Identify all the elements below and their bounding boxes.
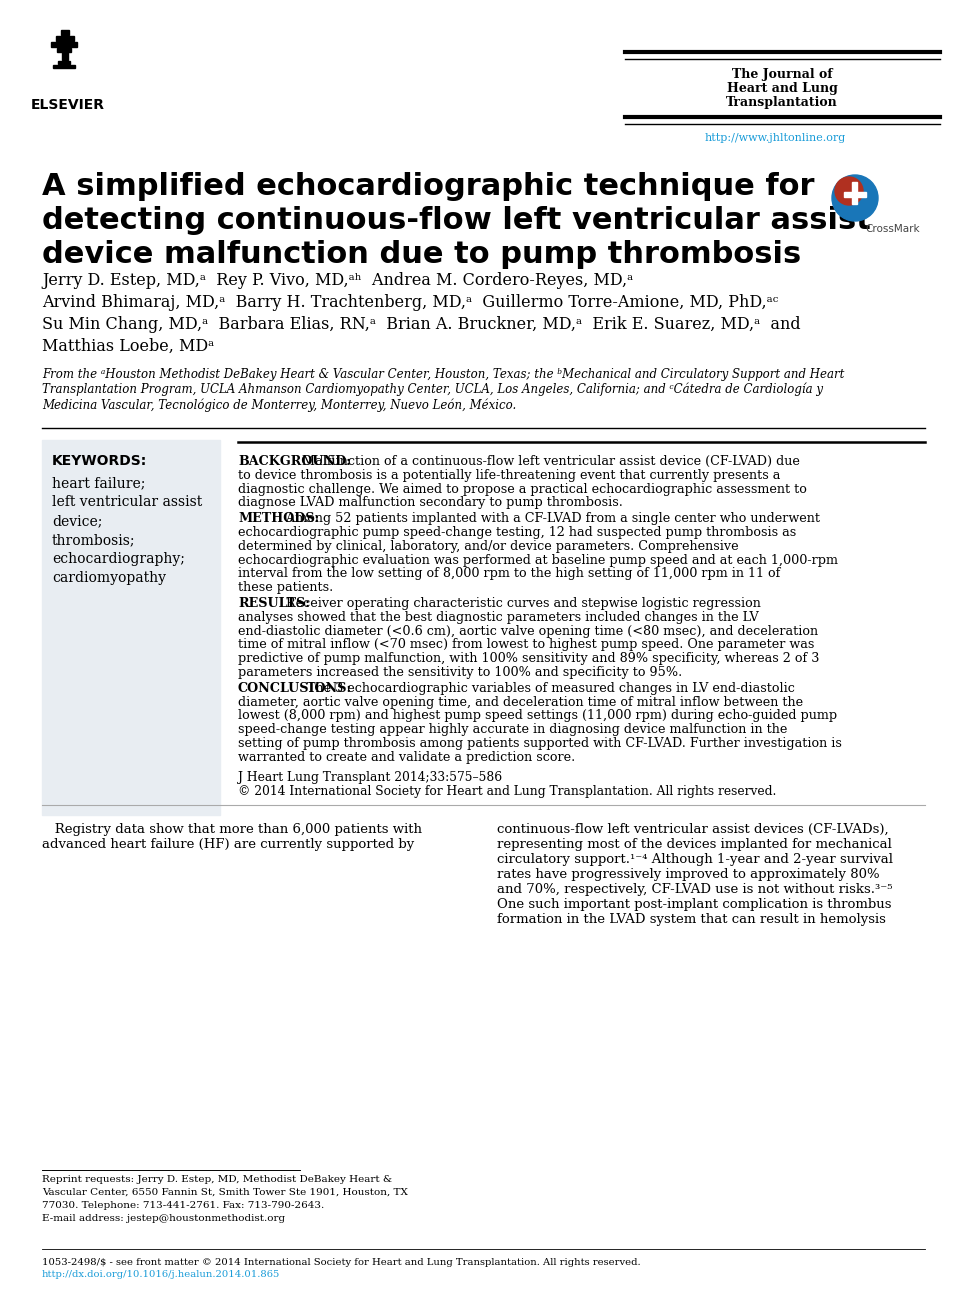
Text: heart failure;: heart failure; xyxy=(52,475,145,490)
Bar xyxy=(852,182,857,204)
Text: Vascular Center, 6550 Fannin St, Smith Tower Ste 1901, Houston, TX: Vascular Center, 6550 Fannin St, Smith T… xyxy=(42,1188,408,1198)
Text: Heart and Lung: Heart and Lung xyxy=(726,82,837,95)
Text: 77030. Telephone: 713-441-2761. Fax: 713-790-2643.: 77030. Telephone: 713-441-2761. Fax: 713… xyxy=(42,1202,324,1209)
Text: ELSEVIER: ELSEVIER xyxy=(31,98,105,112)
Text: CONCLUSIONS:: CONCLUSIONS: xyxy=(238,682,352,695)
Text: Matthias Loebe, MDᵃ: Matthias Loebe, MDᵃ xyxy=(42,338,215,355)
Text: Malfunction of a continuous-flow left ventricular assist device (CF-LVAD) due: Malfunction of a continuous-flow left ve… xyxy=(294,454,800,468)
Text: cardiomyopathy: cardiomyopathy xyxy=(52,571,166,585)
Text: Medicina Vascular, Tecnológico de Monterrey, Monterrey, Nuevo León, México.: Medicina Vascular, Tecnológico de Monter… xyxy=(42,398,516,411)
Text: lowest (8,000 rpm) and highest pump speed settings (11,000 rpm) during echo-guid: lowest (8,000 rpm) and highest pump spee… xyxy=(238,709,837,722)
Bar xyxy=(62,52,68,60)
Text: http://www.jhltonline.org: http://www.jhltonline.org xyxy=(704,133,845,142)
Text: 1053-2498/$ - see front matter © 2014 International Society for Heart and Lung T: 1053-2498/$ - see front matter © 2014 In… xyxy=(42,1258,640,1267)
Text: The 3 echocardiographic variables of measured changes in LV end-diastolic: The 3 echocardiographic variables of mea… xyxy=(299,682,795,695)
Text: warranted to create and validate a prediction score.: warranted to create and validate a predi… xyxy=(238,751,575,764)
Text: diagnostic challenge. We aimed to propose a practical echocardiographic assessme: diagnostic challenge. We aimed to propos… xyxy=(238,483,806,495)
Text: parameters increased the sensitivity to 100% and specificity to 95%.: parameters increased the sensitivity to … xyxy=(238,666,683,679)
Text: determined by clinical, laboratory, and/or device parameters. Comprehensive: determined by clinical, laboratory, and/… xyxy=(238,539,739,552)
Text: thrombosis;: thrombosis; xyxy=(52,533,135,547)
Bar xyxy=(51,42,77,47)
Text: predictive of pump malfunction, with 100% sensitivity and 89% specificity, where: predictive of pump malfunction, with 100… xyxy=(238,652,819,665)
Text: Receiver operating characteristic curves and stepwise logistic regression: Receiver operating characteristic curves… xyxy=(278,597,761,610)
Circle shape xyxy=(835,178,863,205)
Text: advanced heart failure (HF) are currently supported by: advanced heart failure (HF) are currentl… xyxy=(42,837,414,850)
Text: analyses showed that the best diagnostic parameters included changes in the LV: analyses showed that the best diagnostic… xyxy=(238,611,759,624)
Text: E-mail address: jestep@houstonmethodist.org: E-mail address: jestep@houstonmethodist.… xyxy=(42,1215,285,1222)
Text: interval from the low setting of 8,000 rpm to the high setting of 11,000 rpm in : interval from the low setting of 8,000 r… xyxy=(238,567,780,580)
Bar xyxy=(53,65,75,68)
Text: Arvind Bhimaraj, MD,ᵃ  Barry H. Trachtenberg, MD,ᵃ  Guillermo Torre-Amione, MD, : Arvind Bhimaraj, MD,ᵃ Barry H. Trachtenb… xyxy=(42,294,778,311)
Text: echocardiographic evaluation was performed at baseline pump speed and at each 1,: echocardiographic evaluation was perform… xyxy=(238,554,838,567)
Text: left ventricular assist: left ventricular assist xyxy=(52,495,202,509)
Text: J Heart Lung Transplant 2014;33:575–586: J Heart Lung Transplant 2014;33:575–586 xyxy=(238,771,502,784)
Text: © 2014 International Society for Heart and Lung Transplantation. All rights rese: © 2014 International Society for Heart a… xyxy=(238,785,777,798)
Text: Reprint requests: Jerry D. Estep, MD, Methodist DeBakey Heart &: Reprint requests: Jerry D. Estep, MD, Me… xyxy=(42,1175,393,1185)
Text: Transplantation: Transplantation xyxy=(726,97,837,108)
Text: continuous-flow left ventricular assist devices (CF-LVADs),: continuous-flow left ventricular assist … xyxy=(497,823,889,836)
Bar xyxy=(42,440,220,815)
Text: Su Min Chang, MD,ᵃ  Barbara Elias, RN,ᵃ  Brian A. Bruckner, MD,ᵃ  Erik E. Suarez: Su Min Chang, MD,ᵃ Barbara Elias, RN,ᵃ B… xyxy=(42,316,801,333)
Text: CrossMark: CrossMark xyxy=(865,225,920,234)
Text: circulatory support.¹⁻⁴ Although 1-year and 2-year survival: circulatory support.¹⁻⁴ Although 1-year … xyxy=(497,853,893,866)
Text: and 70%, respectively, CF-LVAD use is not without risks.³⁻⁵: and 70%, respectively, CF-LVAD use is no… xyxy=(497,883,893,896)
Text: time of mitral inflow (<70 msec) from lowest to highest pump speed. One paramete: time of mitral inflow (<70 msec) from lo… xyxy=(238,639,814,652)
Text: METHODS:: METHODS: xyxy=(238,512,319,525)
Text: rates have progressively improved to approximately 80%: rates have progressively improved to app… xyxy=(497,867,880,880)
Text: One such important post-implant complication is thrombus: One such important post-implant complica… xyxy=(497,897,892,910)
Text: setting of pump thrombosis among patients supported with CF-LVAD. Further invest: setting of pump thrombosis among patient… xyxy=(238,737,842,750)
Text: From the ᵃHouston Methodist DeBakey Heart & Vascular Center, Houston, Texas; the: From the ᵃHouston Methodist DeBakey Hear… xyxy=(42,368,844,381)
Text: Jerry D. Estep, MD,ᵃ  Rey P. Vivo, MD,ᵃʰ  Andrea M. Cordero-Reyes, MD,ᵃ: Jerry D. Estep, MD,ᵃ Rey P. Vivo, MD,ᵃʰ … xyxy=(42,272,633,289)
Text: device;: device; xyxy=(52,515,103,528)
Text: http://dx.doi.org/10.1016/j.healun.2014.01.865: http://dx.doi.org/10.1016/j.healun.2014.… xyxy=(42,1269,280,1279)
Bar xyxy=(61,30,69,35)
Text: A simplified echocardiographic technique for: A simplified echocardiographic technique… xyxy=(42,172,814,201)
Text: RESULTS:: RESULTS: xyxy=(238,597,309,610)
Text: Transplantation Program, UCLA Ahmanson Cardiomyopathy Center, UCLA, Los Angeles,: Transplantation Program, UCLA Ahmanson C… xyxy=(42,383,823,397)
Text: end-diastolic diameter (<0.6 cm), aortic valve opening time (<80 msec), and dece: end-diastolic diameter (<0.6 cm), aortic… xyxy=(238,624,818,637)
Text: to device thrombosis is a potentially life-threatening event that currently pres: to device thrombosis is a potentially li… xyxy=(238,469,780,482)
Text: speed-change testing appear highly accurate in diagnosing device malfunction in : speed-change testing appear highly accur… xyxy=(238,724,787,737)
Bar xyxy=(844,192,866,197)
Bar xyxy=(57,48,71,52)
Circle shape xyxy=(832,175,878,221)
Text: these patients.: these patients. xyxy=(238,581,334,594)
Text: BACKGROUND:: BACKGROUND: xyxy=(238,454,351,468)
Text: diameter, aortic valve opening time, and deceleration time of mitral inflow betw: diameter, aortic valve opening time, and… xyxy=(238,696,804,709)
Text: detecting continuous-flow left ventricular assist: detecting continuous-flow left ventricul… xyxy=(42,206,871,235)
Text: device malfunction due to pump thrombosis: device malfunction due to pump thrombosi… xyxy=(42,240,802,269)
Bar xyxy=(58,61,70,64)
Text: Registry data show that more than 6,000 patients with: Registry data show that more than 6,000 … xyxy=(42,823,422,836)
Text: Among 52 patients implanted with a CF-LVAD from a single center who underwent: Among 52 patients implanted with a CF-LV… xyxy=(278,512,820,525)
Text: representing most of the devices implanted for mechanical: representing most of the devices implant… xyxy=(497,837,892,850)
Text: diagnose LVAD malfunction secondary to pump thrombosis.: diagnose LVAD malfunction secondary to p… xyxy=(238,496,623,509)
Text: The Journal of: The Journal of xyxy=(732,68,833,81)
Bar xyxy=(56,37,74,40)
Text: KEYWORDS:: KEYWORDS: xyxy=(52,454,147,468)
Text: formation in the LVAD system that can result in hemolysis: formation in the LVAD system that can re… xyxy=(497,913,886,926)
Text: echocardiography;: echocardiography; xyxy=(52,552,185,565)
Text: echocardiographic pump speed-change testing, 12 had suspected pump thrombosis as: echocardiographic pump speed-change test… xyxy=(238,526,796,539)
